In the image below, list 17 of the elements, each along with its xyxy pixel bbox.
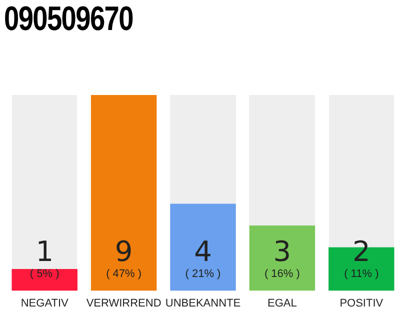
x-tick-label: POSITIV [340, 297, 384, 310]
annotation: ( 16% ) [264, 268, 300, 280]
data-label: 3 [273, 234, 292, 268]
data-label: 9 [114, 234, 133, 268]
x-tick-label: VERWIRREND [86, 297, 162, 310]
data-label: 1 [36, 234, 54, 268]
annotation: ( 5% ) [30, 268, 60, 280]
bar [12, 269, 78, 291]
x-tick-label: NEGATIV [20, 297, 69, 310]
bar [90, 95, 157, 291]
annotation: ( 47% ) [106, 268, 142, 280]
annotation: ( 21% ) [185, 268, 221, 280]
x-tick-label: UNBEKANNTE [165, 297, 241, 310]
annotation: ( 11% ) [344, 268, 379, 280]
x-tick-label: EGAL [268, 297, 297, 310]
data-label: 4 [194, 234, 212, 268]
chart-title: 090509670 [4, 0, 133, 39]
